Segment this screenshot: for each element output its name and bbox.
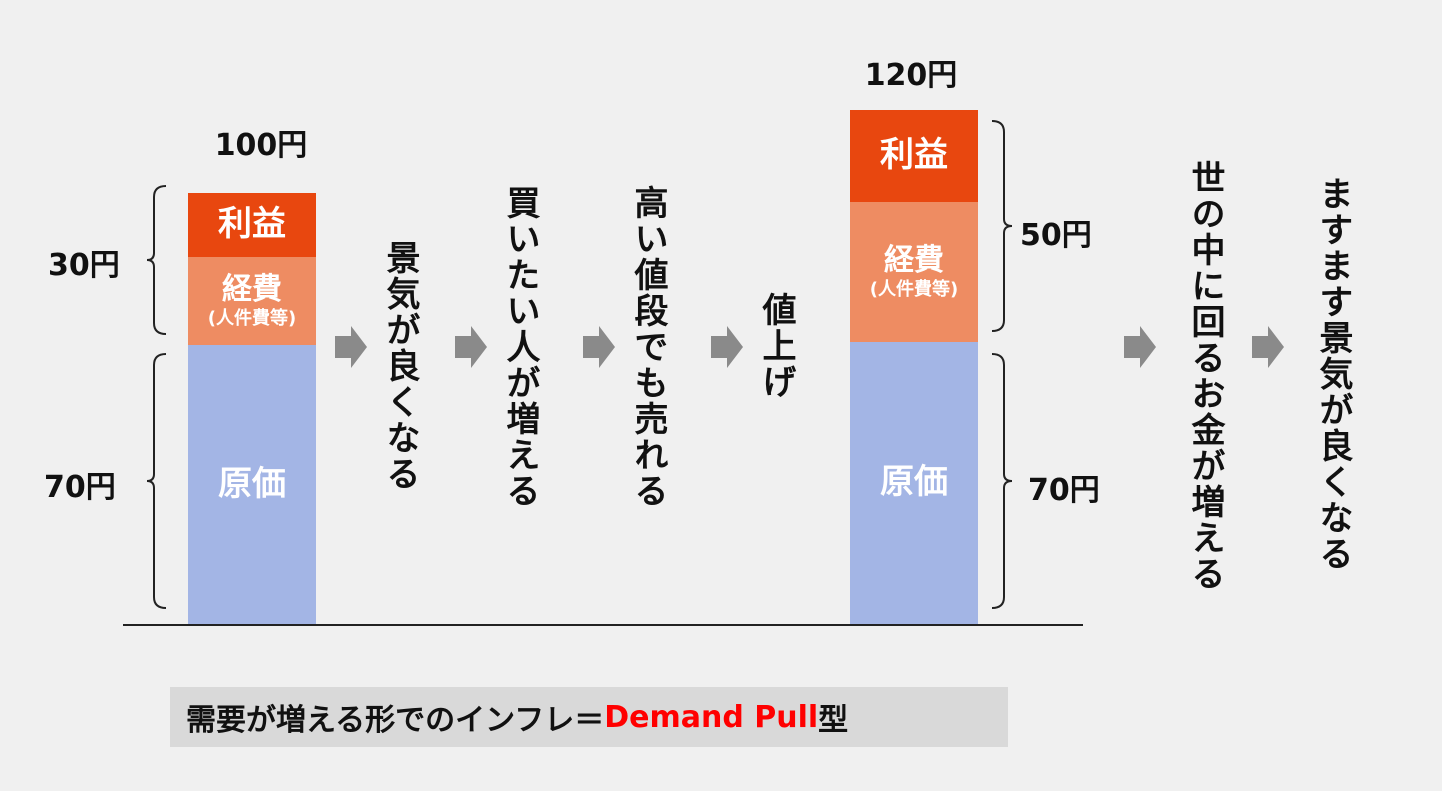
right-arrow-icon [1252, 326, 1284, 368]
left-upper-amount: 30円 [48, 248, 120, 283]
step-economy-improves-further: ますます景気が良くなる [1313, 176, 1353, 572]
right-arrow-icon [1124, 326, 1156, 368]
left-expense-sub-label: (人件費等) [207, 307, 297, 329]
right-total-price: 120円 [864, 58, 958, 93]
step-more-buyers: 買いたい人が増える [500, 185, 540, 509]
right-cost-label: 原価 [880, 462, 948, 503]
right-upper-brace [990, 120, 1014, 332]
baseline [123, 624, 1083, 626]
caption-suffix: 型 [818, 703, 849, 738]
right-expense-label: 経費 [884, 242, 944, 278]
step-sells-at-high-price: 高い値段でも売れる [628, 185, 668, 509]
caption-prefix: 需要が増える形でのインフレ＝ [186, 703, 605, 738]
right-arrow-icon [335, 326, 367, 368]
right-upper-amount: 50円 [1020, 218, 1092, 253]
left-total-price: 100円 [214, 128, 308, 163]
left-profit-segment: 利益 [188, 193, 316, 257]
right-lower-brace [990, 353, 1014, 609]
left-cost-label: 原価 [218, 463, 286, 504]
left-lower-brace [146, 353, 170, 609]
step-money-circulation-increases: 世の中に回るお金が増える [1185, 160, 1225, 592]
right-arrow-icon [583, 326, 615, 368]
left-expense-label: 経費 [222, 271, 282, 307]
left-cost-segment: 原価 [188, 345, 316, 624]
step-price-increase: 値上げ [756, 292, 796, 400]
left-expense-segment: 経費 (人件費等) [188, 257, 316, 345]
left-profit-label: 利益 [218, 204, 286, 245]
caption-box: 需要が増える形でのインフレ＝ Demand Pull 型 [170, 687, 1008, 747]
right-arrow-icon [455, 326, 487, 368]
right-profit-segment: 利益 [850, 110, 978, 202]
right-lower-amount: 70円 [1028, 473, 1100, 508]
right-profit-label: 利益 [880, 135, 948, 176]
right-expense-segment: 経費 (人件費等) [850, 202, 978, 342]
caption-highlight: Demand Pull [604, 699, 819, 735]
step-economy-improves: 景気が良くなる [380, 240, 420, 492]
left-upper-brace [146, 185, 170, 335]
right-cost-segment: 原価 [850, 342, 978, 624]
left-lower-amount: 70円 [44, 470, 116, 505]
right-arrow-icon [711, 326, 743, 368]
right-expense-sub-label: (人件費等) [869, 278, 959, 300]
